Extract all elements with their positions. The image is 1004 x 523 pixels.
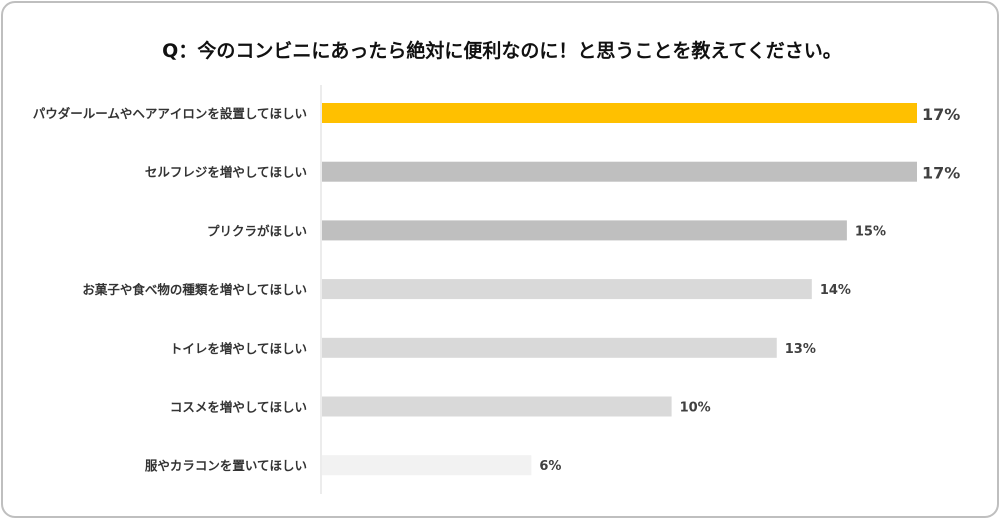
- category-label: トイレを増やしてほしい: [170, 341, 307, 356]
- data-label: 13%: [785, 342, 816, 357]
- data-label: 14%: [820, 283, 851, 298]
- category-label: パウダールームやヘアアイロンを設置してほしい: [33, 106, 307, 121]
- data-label: 6%: [539, 459, 561, 474]
- data-label: 17%: [922, 164, 960, 183]
- bar: [322, 396, 672, 417]
- bar: [322, 279, 812, 300]
- bar: [322, 161, 917, 182]
- data-label: 10%: [680, 401, 711, 416]
- category-label: プリクラがほしい: [207, 223, 307, 238]
- category-label: セルフレジを増やしてほしい: [145, 165, 307, 180]
- chart-title: Q：今のコンビニにあったら絶対に便利なのに！と思うことを教えてください。: [162, 40, 842, 62]
- category-label: 服やカラコンを置いてほしい: [145, 458, 307, 473]
- category-label: お菓子や食べ物の種類を増やしてほしい: [82, 282, 307, 297]
- bar: [322, 455, 532, 476]
- data-label: 15%: [855, 224, 886, 239]
- category-label: コスメを増やしてほしい: [170, 400, 307, 415]
- bar: [322, 103, 917, 123]
- bar: [322, 220, 847, 241]
- data-label: 17%: [922, 105, 960, 124]
- bar: [322, 337, 777, 358]
